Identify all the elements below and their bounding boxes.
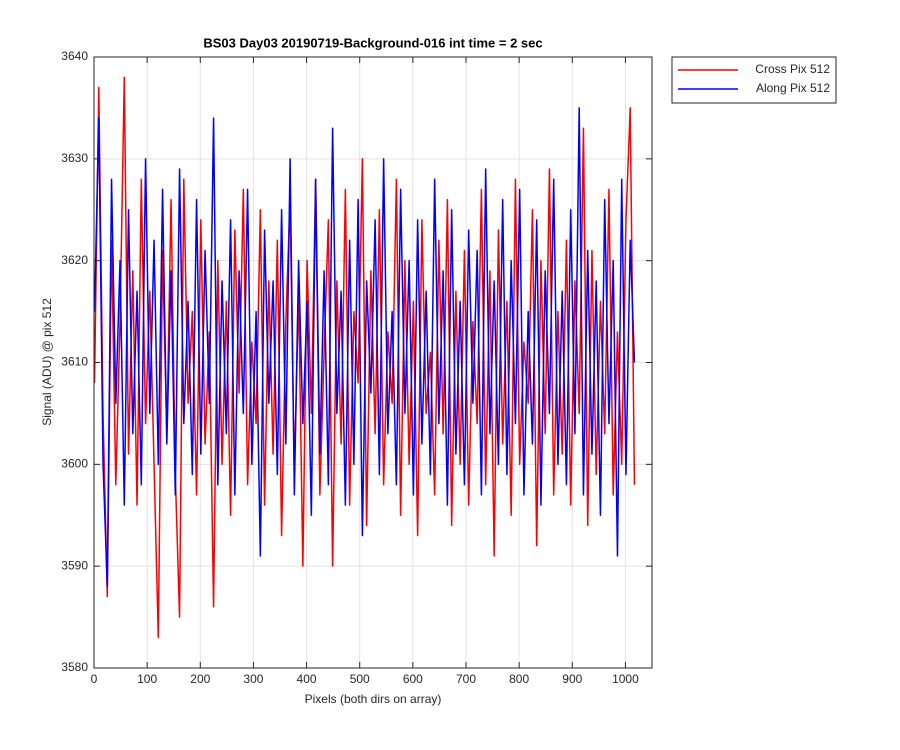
- y-axis-label: Signal (ADU) @ pix 512: [40, 298, 54, 426]
- chart-title: BS03 Day03 20190719-Background-016 int t…: [203, 35, 542, 50]
- legend-box: [671, 56, 837, 104]
- y-tick-label: 3620: [61, 253, 88, 267]
- y-tick-label: 3580: [61, 660, 88, 674]
- x-tick-label: 900: [562, 672, 582, 686]
- axes-box: [93, 56, 653, 669]
- x-tick-label: 600: [403, 672, 423, 686]
- x-tick-label: 800: [509, 672, 529, 686]
- y-tick-label: 3640: [61, 49, 88, 63]
- y-tick-label: 3610: [61, 355, 88, 369]
- legend-label: Cross Pix 512: [755, 62, 830, 76]
- x-tick-label: 1000: [612, 672, 639, 686]
- x-tick-label: 100: [137, 672, 157, 686]
- x-axis-label: Pixels (both dirs on array): [305, 692, 442, 706]
- y-tick-label: 3600: [61, 457, 88, 471]
- x-tick-label: 300: [243, 672, 263, 686]
- x-tick-label: 500: [350, 672, 370, 686]
- y-tick-label: 3590: [61, 558, 88, 572]
- legend-label: Along Pix 512: [756, 81, 830, 95]
- x-tick-label: 700: [456, 672, 476, 686]
- data-line: [93, 107, 636, 588]
- x-tick-label: 400: [297, 672, 317, 686]
- x-tick-label: 200: [190, 672, 210, 686]
- y-tick-label: 3630: [61, 151, 88, 165]
- data-line: [93, 76, 636, 639]
- x-tick-label: 0: [91, 672, 98, 686]
